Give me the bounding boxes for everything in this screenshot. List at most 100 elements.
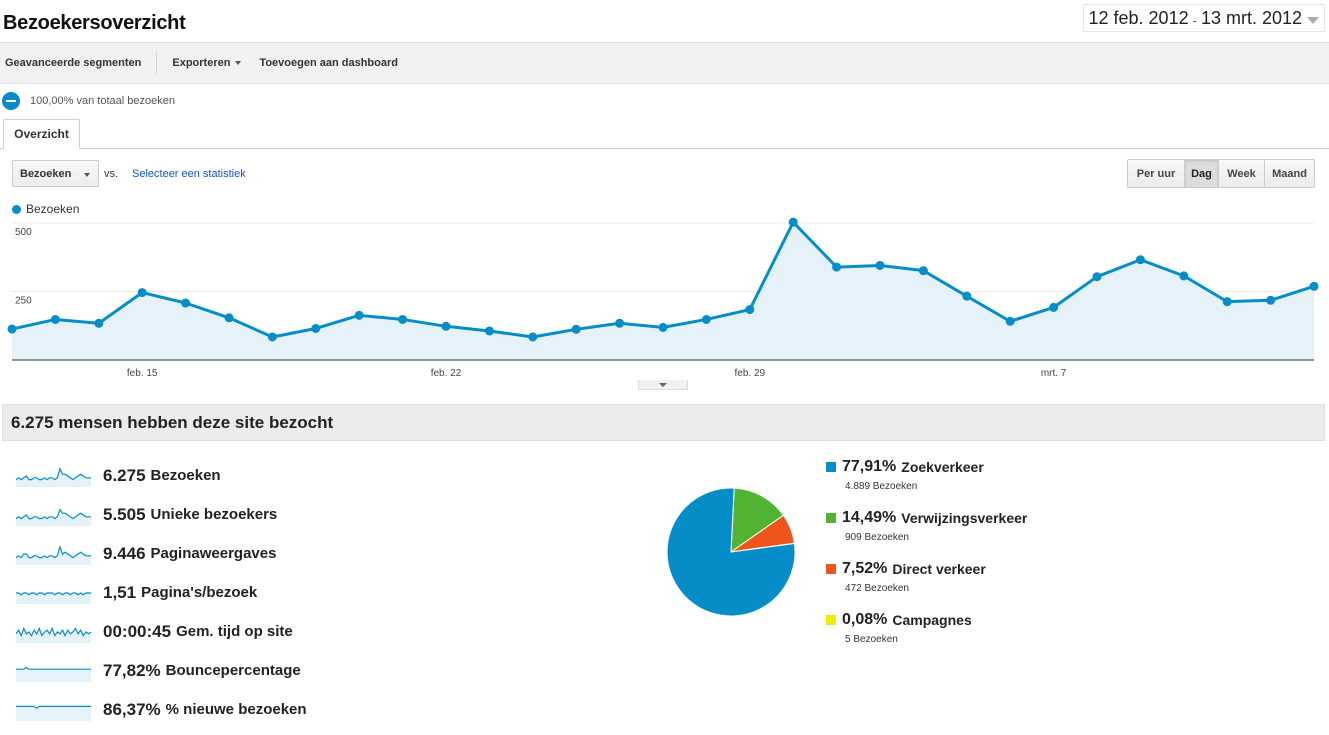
period-month-button[interactable]: Maand (1264, 160, 1314, 187)
metric-select-label: Bezoeken (20, 167, 72, 180)
date-range-picker[interactable]: 12 feb. 2012 - 13 mrt. 2012 (1082, 4, 1325, 32)
metric-row[interactable]: 1,51 Pagina's/bezoek (16, 573, 307, 612)
chart-data-point[interactable] (1309, 281, 1319, 291)
pie-slice[interactable] (666, 487, 796, 617)
traffic-source-name[interactable]: Campagnes (892, 612, 972, 628)
metric-label: % nieuwe bezoeken (165, 701, 307, 718)
chart-data-point[interactable] (1005, 316, 1015, 326)
traffic-source-head: 0,08% Campagnes (826, 611, 1027, 629)
traffic-source-percentage: 14,49% (842, 509, 897, 526)
metric-row[interactable]: 6.275 Bezoeken (16, 456, 307, 495)
metric-label: Pagina's/bezoek (141, 584, 258, 601)
period-week-button[interactable]: Week (1218, 160, 1264, 187)
traffic-source-item[interactable]: 7,52% Direct verkeer 472 Bezoeken (826, 560, 1027, 611)
chart-data-point[interactable] (181, 298, 191, 308)
period-hourly-button[interactable]: Per uur (1128, 160, 1184, 187)
color-swatch-icon (826, 513, 836, 523)
metric-value: 5.505 (103, 504, 146, 524)
date-end: 13 mrt. 2012 (1200, 7, 1302, 28)
chart-data-point[interactable] (7, 324, 17, 334)
traffic-source-visits: 472 Bezoeken (845, 583, 909, 594)
chart-data-point[interactable] (788, 217, 798, 227)
tab-overview[interactable]: Overzicht (3, 119, 80, 149)
sparkline-icon (16, 626, 91, 643)
traffic-source-name[interactable]: Zoekverkeer (901, 459, 984, 475)
chart-data-point[interactable] (50, 314, 60, 324)
export-button[interactable]: Exporteren (167, 51, 246, 75)
traffic-source-name[interactable]: Verwijzingsverkeer (901, 510, 1028, 526)
chart-legend: Bezoeken (12, 202, 79, 216)
period-selector: Per uur Dag Week Maand (1127, 159, 1315, 188)
metric-label: Gem. tijd op site (176, 623, 293, 640)
sparkline-line (16, 705, 91, 709)
sparkline-line (16, 544, 91, 558)
color-swatch-icon (826, 462, 836, 472)
traffic-source-name[interactable]: Direct verkeer (892, 561, 986, 577)
x-tick-label: feb. 22 (431, 368, 462, 379)
chart-data-point[interactable] (1135, 255, 1145, 265)
sparkline-fill (16, 546, 91, 565)
traffic-source-item[interactable]: 0,08% Campagnes 5 Bezoeken (826, 611, 1027, 662)
metric-row[interactable]: 5.505 Unieke bezoekers (16, 495, 307, 534)
chart-collapse-toggle[interactable] (638, 380, 688, 390)
sparkline-line (16, 626, 91, 637)
sparkline-fill (16, 592, 91, 604)
legend-dot-icon (12, 204, 21, 214)
chart-data-point[interactable] (1092, 272, 1102, 282)
chart-data-point[interactable] (398, 314, 408, 324)
visits-line-chart[interactable]: 250 500 feb. 15 feb. 22 feb. 29 mrt. 7 (0, 215, 1329, 385)
chart-data-point[interactable] (441, 321, 451, 331)
export-label: Exporteren (172, 57, 231, 69)
sparkline-line (16, 466, 91, 480)
sparkline-line (16, 591, 91, 596)
chart-data-point[interactable] (571, 324, 581, 334)
chart-data-point[interactable] (701, 314, 711, 324)
tabs-divider (0, 148, 1329, 149)
sparkline-fill (16, 666, 91, 682)
metric-label: Paginaweergaves (150, 545, 277, 562)
traffic-source-item[interactable]: 14,49% Verwijzingsverkeer 909 Bezoeken (826, 509, 1027, 560)
chart-data-point[interactable] (1222, 297, 1232, 307)
metric-value: 1,51 (103, 582, 137, 602)
pie-slice[interactable] (730, 487, 785, 553)
chart-data-point[interactable] (311, 323, 321, 333)
chevron-down-icon (84, 173, 90, 177)
chart-data-point[interactable] (658, 322, 668, 332)
select-statistic-link[interactable]: Selecteer een statistiek (132, 168, 246, 180)
toolbar: Geavanceerde segmenten Exporteren Toevoe… (0, 42, 1329, 84)
chart-data-point[interactable] (1179, 271, 1189, 281)
traffic-source-head: 7,52% Direct verkeer (826, 560, 1027, 578)
metric-label: Bouncepercentage (165, 662, 301, 679)
metric-value: 77,82% (103, 660, 161, 680)
sparkline-icon (16, 591, 91, 604)
period-day-button[interactable]: Dag (1184, 160, 1218, 187)
metric-row[interactable]: 00:00:45 Gem. tijd op site (16, 612, 307, 651)
chart-data-point[interactable] (1266, 295, 1276, 305)
chart-data-point[interactable] (94, 318, 104, 328)
chart-data-point[interactable] (962, 291, 972, 301)
chart-data-point[interactable] (528, 332, 538, 342)
metric-value: 86,37% (103, 699, 161, 719)
chart-data-point[interactable] (615, 318, 625, 328)
chart-data-point[interactable] (354, 310, 364, 320)
chart-data-point[interactable] (267, 332, 277, 342)
metric-label: Bezoeken (150, 467, 221, 484)
chart-data-point[interactable] (137, 288, 147, 298)
vs-label: vs. (104, 168, 119, 180)
chart-data-point[interactable] (1049, 302, 1059, 312)
metric-row[interactable]: 77,82% Bouncepercentage (16, 651, 307, 690)
toolbar-divider (156, 52, 158, 74)
metric-row[interactable]: 9.446 Paginaweergaves (16, 534, 307, 573)
metric-row[interactable]: 86,37%% nieuwe bezoeken (16, 690, 307, 729)
chart-data-point[interactable] (224, 313, 234, 323)
metric-select[interactable]: Bezoeken (12, 160, 99, 187)
chart-data-point[interactable] (832, 262, 842, 272)
chart-data-point[interactable] (875, 260, 885, 270)
chart-data-point[interactable] (918, 266, 928, 276)
add-to-dashboard-button[interactable]: Toevoegen aan dashboard (259, 57, 398, 69)
traffic-source-item[interactable]: 77,91% Zoekverkeer 4.889 Bezoeken (826, 458, 1027, 509)
segment-pie-icon[interactable] (2, 92, 20, 110)
chart-data-point[interactable] (745, 305, 755, 315)
chart-data-point[interactable] (484, 326, 494, 336)
advanced-segments-button[interactable]: Geavanceerde segmenten (5, 57, 142, 69)
